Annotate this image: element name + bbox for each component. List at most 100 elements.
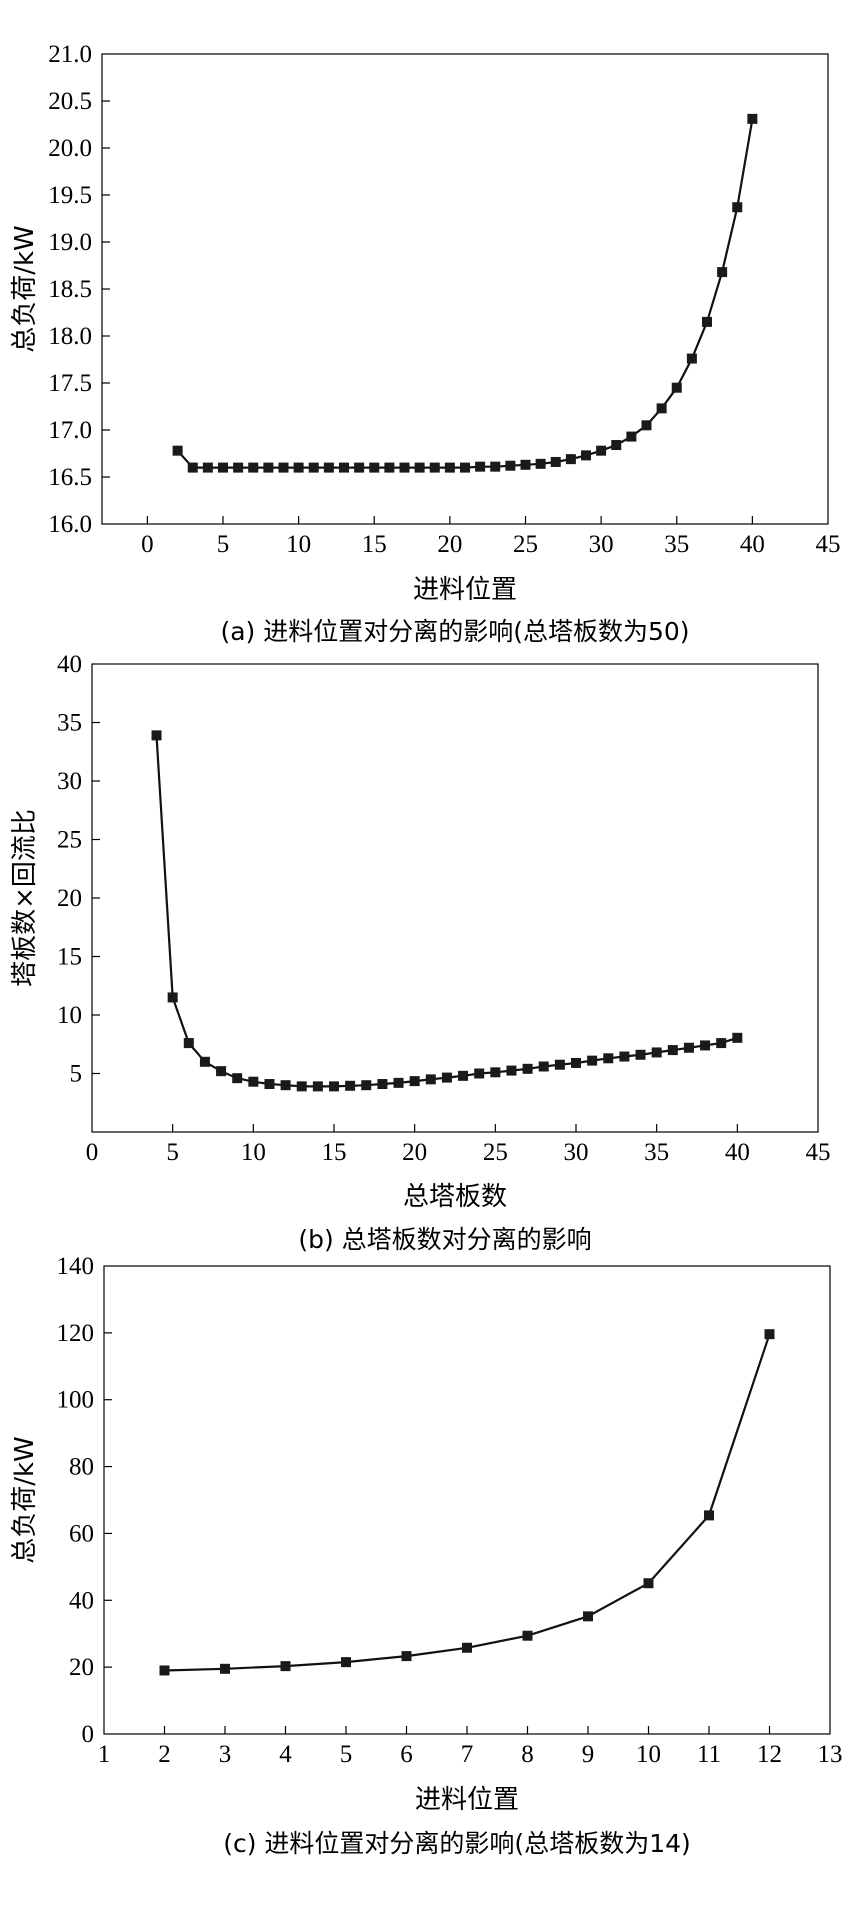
data-point	[656, 403, 667, 414]
chart-caption: (b) 总塔板数对分离的影响	[298, 1225, 591, 1254]
y-tick-label: 60	[69, 1520, 94, 1547]
data-point	[354, 462, 365, 473]
x-tick-label: 0	[86, 1139, 99, 1166]
x-tick-label: 1	[98, 1741, 111, 1768]
plot-frame	[101, 53, 829, 525]
data-point	[369, 462, 380, 473]
data-point	[248, 1076, 259, 1087]
y-tick-label: 18.5	[48, 276, 92, 303]
y-tick-label: 100	[57, 1387, 95, 1414]
data-point	[522, 1063, 533, 1074]
x-tick-label: 45	[816, 531, 841, 558]
x-tick-label: 10	[636, 1741, 661, 1768]
data-point	[732, 202, 743, 213]
data-point	[296, 1081, 307, 1092]
data-point	[361, 1080, 372, 1091]
data-point	[429, 462, 440, 473]
y-tick-label: 15	[57, 944, 82, 971]
y-tick-label: 18.0	[48, 323, 92, 350]
x-tick-label: 40	[740, 531, 765, 558]
x-tick-label: 15	[322, 1139, 347, 1166]
x-tick-label: 20	[402, 1139, 427, 1166]
y-tick-label: 0	[82, 1721, 95, 1748]
y-tick-label: 17.0	[48, 417, 92, 444]
x-tick-label: 0	[141, 531, 154, 558]
data-point	[716, 1038, 727, 1049]
data-point	[323, 462, 334, 473]
data-point	[565, 454, 576, 465]
y-tick-label: 40	[69, 1587, 94, 1614]
data-point	[700, 1040, 711, 1051]
x-tick-label: 7	[461, 1741, 474, 1768]
y-tick-label: 21.0	[48, 41, 92, 68]
y-tick-label: 35	[57, 710, 82, 737]
data-point	[263, 462, 274, 473]
data-point	[329, 1081, 339, 1092]
data-point	[571, 1057, 581, 1068]
data-point	[702, 316, 712, 327]
data-point	[233, 462, 244, 473]
data-point	[218, 462, 228, 473]
x-tick-label: 10	[286, 531, 311, 558]
y-axis-title: 塔板数×回流比	[10, 809, 40, 987]
data-point	[308, 462, 319, 473]
data-point	[587, 1055, 598, 1066]
y-tick-label: 17.5	[48, 370, 92, 397]
chart-a: 0 5 10 15 20 25 30 35 40 45 16.0 16.5 17.0 17.5 18.0 18…	[10, 41, 841, 646]
data-point	[167, 992, 178, 1003]
x-tick-label: 25	[483, 1139, 508, 1166]
y-tick-label: 20.5	[48, 88, 92, 115]
data-point	[341, 1657, 351, 1668]
data-point	[583, 1611, 593, 1622]
data-point	[603, 1053, 614, 1064]
x-tick-label: 35	[644, 1139, 669, 1166]
chart-caption: (c) 进料位置对分离的影响(总塔板数为14)	[223, 1829, 691, 1858]
x-tick-label: 13	[818, 1741, 843, 1768]
data-point	[425, 1074, 436, 1085]
x-tick-label: 5	[217, 531, 230, 558]
y-tick-label: 25	[57, 827, 82, 854]
data-point	[441, 1072, 452, 1083]
data-point	[462, 1642, 472, 1653]
data-point	[159, 1665, 170, 1676]
data-point	[345, 1080, 356, 1091]
x-tick-label: 9	[582, 1741, 595, 1768]
x-tick-label: 45	[806, 1139, 831, 1166]
data-point	[444, 462, 455, 473]
data-point	[522, 1630, 533, 1641]
x-tick-label: 25	[513, 531, 538, 558]
data-point	[280, 1661, 291, 1672]
axis-ticks: 0 5 10 15 20 25 30 35 40 45 5 10 15 20 25 30 35 40	[57, 651, 831, 1166]
x-tick-label: 30	[564, 1139, 589, 1166]
data-point	[458, 1070, 469, 1081]
data-point	[474, 1068, 485, 1079]
x-tick-label: 3	[219, 1741, 232, 1768]
data-point	[667, 1045, 678, 1056]
x-tick-label: 10	[241, 1139, 266, 1166]
x-tick-label: 35	[664, 531, 689, 558]
data-point	[717, 267, 728, 278]
data-point	[409, 1076, 420, 1087]
data-point	[216, 1066, 227, 1077]
chart-b: 0 5 10 15 20 25 30 35 40 45 5 10 15 20 25 30 35 40 总塔板数 塔…	[10, 651, 831, 1254]
axis-ticks: 0 5 10 15 20 25 30 35 40 45 16.0 16.5 17.0 17.5 18.0 18…	[48, 41, 840, 558]
data-point	[635, 1049, 646, 1060]
data-point	[683, 1042, 694, 1053]
y-tick-label: 30	[57, 768, 82, 795]
data-point	[384, 462, 395, 473]
y-tick-label: 16.5	[48, 464, 92, 491]
data-point	[183, 1038, 194, 1049]
data-point	[619, 1051, 630, 1062]
data-point	[520, 459, 531, 470]
data-point	[641, 420, 652, 431]
data-point	[312, 1081, 323, 1092]
data-point	[611, 440, 622, 451]
series-line	[164, 1333, 771, 1672]
data-point	[671, 382, 682, 393]
y-tick-label: 80	[69, 1454, 94, 1481]
data-point	[538, 1061, 549, 1072]
data-point	[199, 1056, 210, 1067]
data-point	[505, 460, 516, 471]
